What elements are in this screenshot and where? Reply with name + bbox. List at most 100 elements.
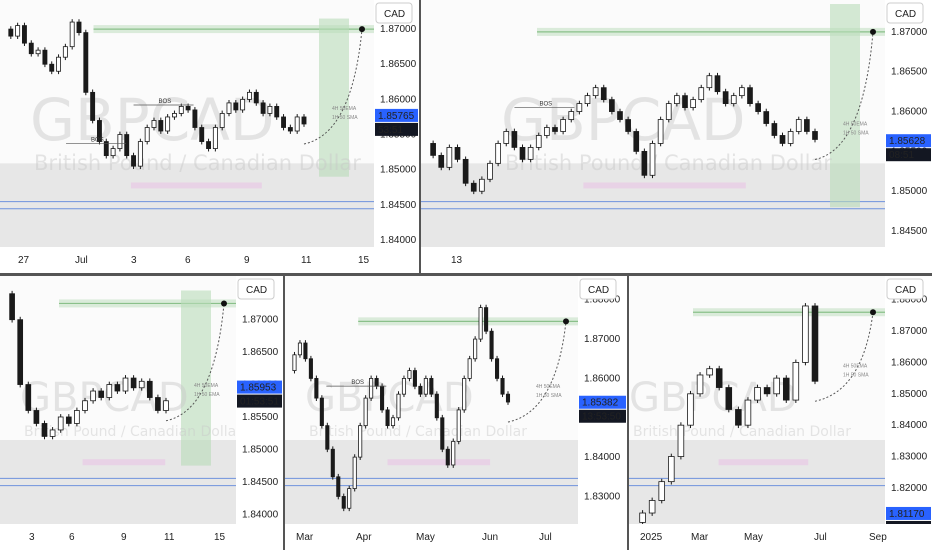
target-dot [563,318,569,325]
currency-label: CAD [895,285,916,296]
y-tick-label: 1.87000 [380,24,417,35]
countdown-badge [375,122,418,136]
watermark-description: British Pound / Canadian Dollar [34,151,361,175]
candle-body [600,87,607,101]
candle-body [137,141,143,167]
candle-body [253,91,259,104]
y-tick-label: 1.84000 [584,452,621,463]
candle-body [658,481,666,501]
target-dot [870,28,876,35]
y-tick-label: 1.84500 [891,226,928,237]
candle-body [690,99,696,108]
chart-panel-b[interactable]: GBPCAD British Pound / Canadian Dollar BOS… [421,0,932,273]
candle-body [505,393,511,403]
candle-body [42,49,48,65]
currency-button [375,2,413,24]
x-tick-label: May [744,532,763,543]
y-tick-label: 1.88000 [891,295,928,306]
candle-body [649,143,656,176]
y-tick-label: 1.84000 [380,235,417,246]
y-tick-label: 1.85000 [380,165,417,176]
candle-body [62,46,68,58]
candle-body [124,134,130,157]
candle-body [544,127,550,136]
candle-body [294,116,300,132]
price-badge [375,108,418,122]
y-tick-label: 1.87000 [891,326,928,337]
candle-body [233,102,239,111]
x-tick-label: 3 [29,532,35,543]
candle-body [25,384,32,411]
chart-panel-a[interactable]: GBPCAD British Pound / Canadian Dollar BOS… [0,0,419,273]
candle-body [725,387,733,410]
x-tick-label: 15 [358,255,370,266]
candle-body [473,338,478,360]
candle-body [802,305,809,363]
candle-body [56,56,61,72]
grey-zone [285,440,578,524]
divider-vertical-top[interactable] [419,0,421,273]
candle-body [434,393,439,419]
x-tick-label: 9 [121,532,127,543]
candle-body [470,182,477,192]
ma-label: 1H 50 SMA [536,393,562,399]
candle-body [782,377,790,401]
candle-body [308,358,313,379]
candle-body [267,106,273,114]
chart-panel-c[interactable]: GBPCAD British Pound / Canadian Dollar 4H … [0,276,283,550]
candle-body [552,127,558,132]
candle-body [763,111,770,124]
countdown-badge [886,148,931,162]
divider-horizontal[interactable] [0,273,932,276]
candle-body [773,377,780,395]
candle-body [456,409,461,442]
time-axis [0,247,419,273]
candle-body [347,488,352,509]
price-label: 1.85382 [582,398,619,409]
candle-body [519,147,526,160]
candle-body [98,390,105,398]
candle-body [17,319,24,385]
time-axis [285,524,627,550]
price-label: 1.85765 [378,111,415,122]
ma-label: 1H 50 SMA [843,372,869,378]
candle-body [445,448,450,466]
candle-body [363,397,368,427]
target-dot [221,300,227,307]
candle-body [330,448,335,478]
candle-body [478,307,483,340]
candle-body [325,425,330,450]
bos-label: BOS [91,138,104,144]
y-tick-label: 1.86000 [891,107,928,118]
y-tick-label: 1.87000 [891,27,928,38]
candle-body [503,131,510,144]
x-tick-label: 11 [164,532,175,543]
price-label: 1.85953 [240,383,277,394]
candle-body [744,399,752,426]
divider-vertical-bottom-1[interactable] [283,276,285,550]
candle-body [240,98,246,111]
plot-background [0,276,283,550]
candle-body [163,400,169,411]
candle-body [484,307,489,332]
candle-body [771,123,778,136]
candle-body [146,380,153,398]
x-tick-label: 15 [214,532,226,543]
candle-body [352,456,357,489]
x-tick-label: 11 [301,255,312,266]
divider-vertical-bottom-2[interactable] [627,276,629,550]
currency-label: CAD [895,9,916,20]
candle-body [158,120,164,132]
candle-body [795,119,802,132]
chart-panel-e[interactable]: GBPCAD British Pound / Canadian Dollar 4H … [629,276,932,550]
candle-body [110,148,116,157]
chart-svg-c: GBPCAD British Pound / Canadian Dollar 4H … [0,276,283,550]
candle-body [429,378,434,395]
candle-body [706,75,713,89]
candle-body [698,87,705,101]
currency-button [886,2,924,24]
candle-body [714,75,721,93]
candle-body [489,330,494,360]
chart-panel-d[interactable]: GBPCAD British Pound / Canadian Dollar BOS… [285,276,627,550]
candle-body [82,400,88,411]
